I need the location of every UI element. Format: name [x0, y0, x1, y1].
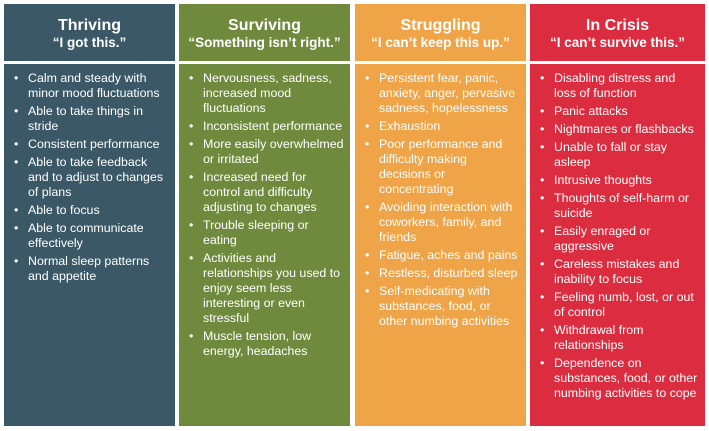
symptom-list: Disabling distress and loss of function …	[535, 71, 699, 401]
list-item: Nervousness, sadness, increased mood flu…	[184, 71, 344, 116]
list-item: Trouble sleeping or eating	[184, 218, 344, 248]
list-item: Disabling distress and loss of function	[535, 71, 699, 101]
column-struggling: Struggling “I can’t keep this up.” Persi…	[355, 4, 526, 428]
list-item: Dependence on substances, food, or other…	[535, 356, 699, 401]
column-body: Disabling distress and loss of function …	[530, 64, 705, 426]
list-item: Avoiding interaction with coworkers, fam…	[360, 200, 520, 245]
column-title: Thriving	[57, 17, 122, 34]
list-item: Increased need for control and difficult…	[184, 170, 344, 215]
list-item: Able to focus	[9, 203, 169, 218]
list-item: Inconsistent performance	[184, 119, 344, 134]
list-item: Muscle tension, low energy, headaches	[184, 329, 344, 359]
list-item: Feeling numb, lost, or out of control	[535, 290, 699, 320]
column-title: Struggling	[400, 17, 481, 34]
column-quote: “I can’t keep this up.”	[371, 35, 510, 50]
column-in-crisis: In Crisis “I can’t survive this.” Disabl…	[530, 4, 705, 428]
list-item: Consistent performance	[9, 137, 169, 152]
list-item: Exhaustion	[360, 119, 520, 134]
list-item: Activities and relationships you used to…	[184, 251, 344, 326]
list-item: Able to take feedback and to adjust to c…	[9, 155, 169, 200]
column-body: Nervousness, sadness, increased mood flu…	[179, 64, 350, 426]
list-item: Calm and steady with minor mood fluctuat…	[9, 71, 169, 101]
column-header: Thriving “I got this.”	[4, 4, 175, 61]
column-quote: “I got this.”	[52, 35, 127, 50]
list-item: Poor performance and difficulty making d…	[360, 137, 520, 197]
column-body: Persistent fear, panic, anxiety, anger, …	[355, 64, 526, 426]
column-header: In Crisis “I can’t survive this.”	[530, 4, 705, 61]
symptom-list: Nervousness, sadness, increased mood flu…	[184, 71, 344, 359]
list-item: Panic attacks	[535, 104, 699, 119]
symptom-list: Persistent fear, panic, anxiety, anger, …	[360, 71, 520, 329]
list-item: Withdrawal from relationships	[535, 323, 699, 353]
list-item: Easily enraged or aggressive	[535, 224, 699, 254]
list-item: Nightmares or flashbacks	[535, 122, 699, 137]
column-body: Calm and steady with minor mood fluctuat…	[4, 64, 175, 426]
column-thriving: Thriving “I got this.” Calm and steady w…	[4, 4, 175, 428]
symptom-list: Calm and steady with minor mood fluctuat…	[9, 71, 169, 284]
list-item: Persistent fear, panic, anxiety, anger, …	[360, 71, 520, 116]
column-header: Struggling “I can’t keep this up.”	[355, 4, 526, 61]
column-surviving: Surviving “Something isn’t right.” Nervo…	[179, 4, 350, 428]
column-quote: “Something isn’t right.”	[188, 35, 341, 50]
list-item: Thoughts of self-harm or suicide	[535, 191, 699, 221]
column-quote: “I can’t survive this.”	[549, 35, 686, 50]
list-item: Able to take things in stride	[9, 104, 169, 134]
list-item: More easily overwhelmed or irritated	[184, 137, 344, 167]
list-item: Intrusive thoughts	[535, 173, 699, 188]
column-title: Surviving	[228, 17, 301, 34]
list-item: Careless mistakes and inability to focus	[535, 257, 699, 287]
list-item: Fatigue, aches and pains	[360, 248, 520, 263]
column-header: Surviving “Something isn’t right.”	[179, 4, 350, 61]
list-item: Able to communicate effectively	[9, 221, 169, 251]
list-item: Unable to fall or stay asleep	[535, 140, 699, 170]
list-item: Self-medicating with substances, food, o…	[360, 284, 520, 329]
list-item: Restless, disturbed sleep	[360, 266, 520, 281]
column-title: In Crisis	[585, 17, 650, 34]
list-item: Normal sleep patterns and appetite	[9, 254, 169, 284]
